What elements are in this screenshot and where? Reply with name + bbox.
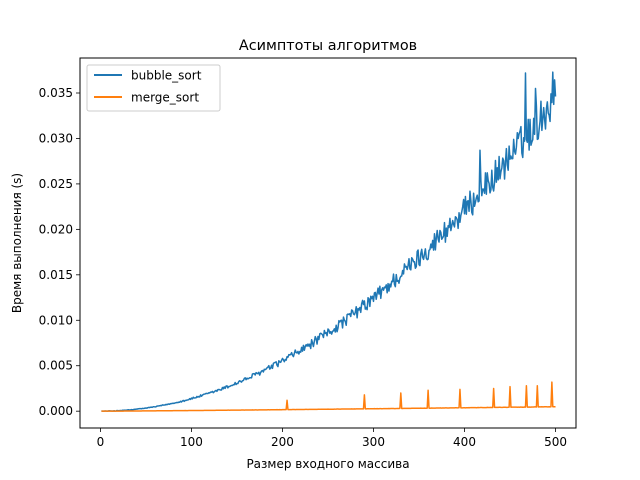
x-tick-label: 0 bbox=[97, 435, 105, 449]
x-tick-label: 500 bbox=[544, 435, 567, 449]
y-tick-label: 0.035 bbox=[39, 86, 73, 100]
legend: bubble_sort merge_sort bbox=[86, 64, 221, 112]
series-layer bbox=[101, 71, 557, 412]
plot-background bbox=[80, 58, 576, 428]
chart-title: Асимптоты алгоритмов bbox=[239, 38, 417, 54]
y-tick-label: 0.010 bbox=[39, 313, 73, 327]
y-axis-label: Время выполнения (s) bbox=[10, 173, 24, 313]
plot-frame bbox=[79, 57, 577, 429]
series-line-bubble-sort bbox=[101, 71, 557, 412]
x-axis-ticks: 0 100 200 300 400 500 bbox=[97, 428, 567, 449]
x-tick-label: 200 bbox=[271, 435, 294, 449]
legend-box bbox=[86, 64, 221, 112]
y-tick-label: 0.020 bbox=[39, 222, 73, 236]
y-tick-label: 0.000 bbox=[39, 404, 73, 418]
y-tick-label: 0.015 bbox=[39, 268, 73, 282]
y-tick-label: 0.005 bbox=[39, 359, 73, 373]
y-axis-ticks: 0.000 0.005 0.010 0.015 0.020 0.025 0.030 0.035 bbox=[39, 86, 80, 418]
y-tick-label: 0.025 bbox=[39, 177, 73, 191]
x-axis-label: Размер входного массива bbox=[246, 457, 409, 471]
x-tick-label: 300 bbox=[362, 435, 385, 449]
legend-label-bubble-sort: bubble_sort bbox=[131, 69, 202, 83]
series-line-merge-sort bbox=[101, 381, 556, 412]
x-tick-label: 400 bbox=[453, 435, 476, 449]
x-tick-label: 100 bbox=[180, 435, 203, 449]
y-tick-label: 0.030 bbox=[39, 131, 73, 145]
legend-label-merge-sort: merge_sort bbox=[131, 91, 199, 105]
